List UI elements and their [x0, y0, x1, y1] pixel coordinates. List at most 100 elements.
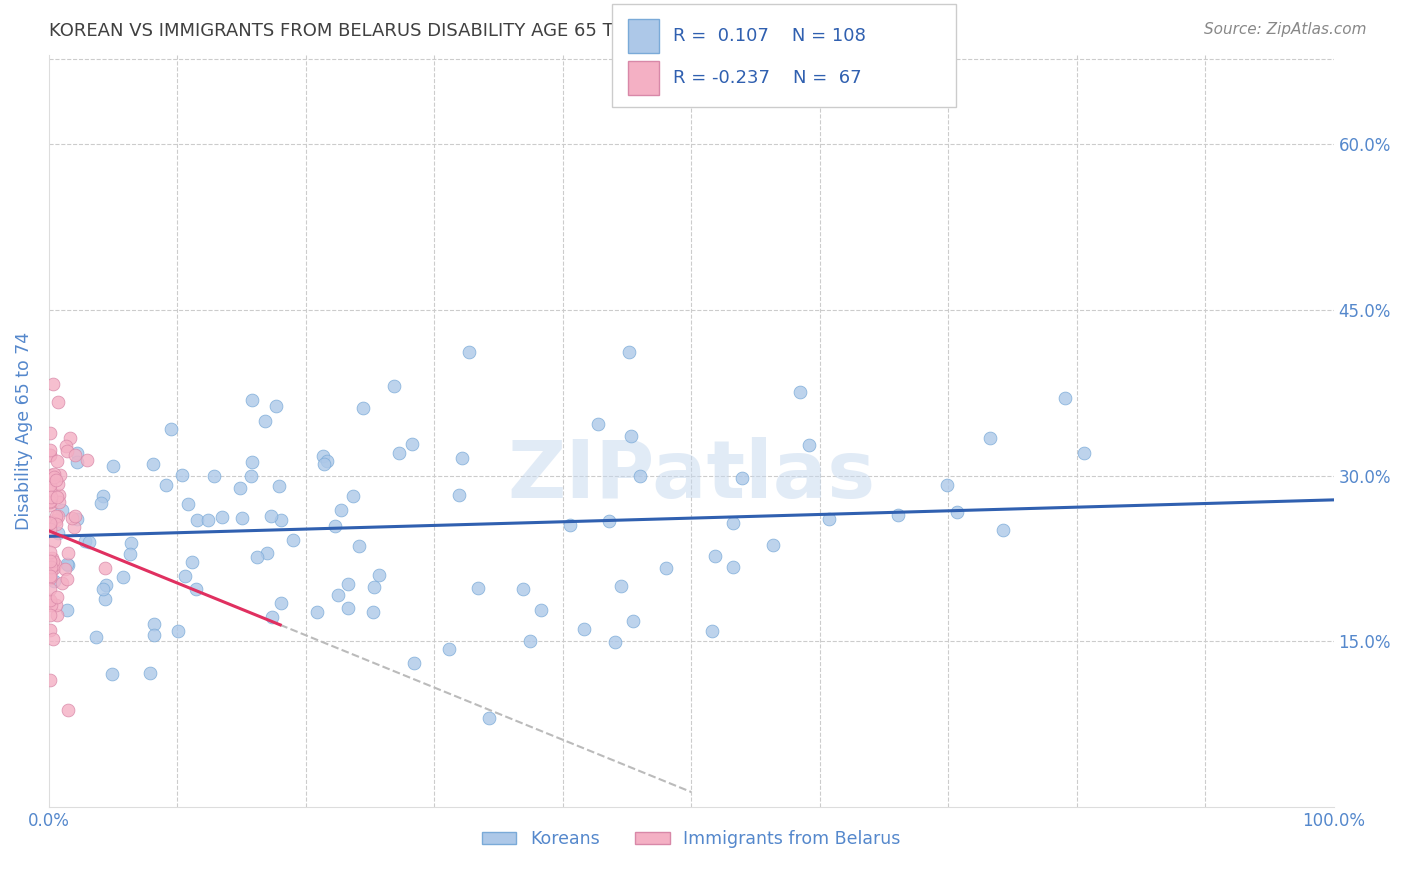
Point — [39, 443, 62, 458]
Point — [91, 582, 114, 597]
Point — [789, 385, 811, 400]
Point — [560, 517, 582, 532]
Point — [281, 533, 304, 547]
Point — [704, 549, 727, 564]
Point — [79, 535, 101, 549]
Point — [211, 509, 233, 524]
Point — [101, 459, 124, 474]
Point — [936, 478, 959, 492]
Point — [91, 490, 114, 504]
Point — [363, 580, 385, 594]
Point — [202, 469, 225, 483]
Point — [655, 561, 678, 575]
Point — [240, 393, 263, 408]
Point — [39, 673, 62, 687]
Point — [39, 516, 62, 531]
Point — [76, 452, 98, 467]
Point — [316, 454, 339, 468]
Point — [39, 544, 62, 558]
Point — [337, 600, 360, 615]
Point — [41, 550, 63, 565]
Point — [58, 558, 80, 573]
Point — [39, 448, 62, 462]
Point — [246, 549, 269, 564]
Point — [260, 508, 283, 523]
Point — [39, 564, 62, 578]
Point — [46, 476, 69, 491]
Point — [46, 608, 69, 623]
Point — [39, 570, 62, 584]
Text: ZIPatlas: ZIPatlas — [508, 437, 876, 516]
Point — [56, 444, 79, 458]
Point — [42, 561, 65, 575]
Point — [42, 467, 65, 481]
Point — [142, 616, 165, 631]
Point — [449, 488, 471, 502]
Point — [731, 471, 754, 485]
Point — [229, 481, 252, 495]
Point — [75, 533, 97, 548]
Point — [49, 467, 72, 482]
Point — [45, 516, 67, 531]
Point — [45, 474, 67, 488]
Point — [382, 379, 405, 393]
Point — [197, 513, 219, 527]
Point — [143, 628, 166, 642]
Point — [94, 577, 117, 591]
Point — [39, 425, 62, 440]
Point — [512, 582, 534, 596]
Point — [39, 483, 62, 497]
Point — [349, 539, 371, 553]
Point — [329, 503, 352, 517]
Text: Source: ZipAtlas.com: Source: ZipAtlas.com — [1204, 22, 1367, 37]
Point — [467, 581, 489, 595]
Point — [1053, 391, 1076, 405]
Point — [94, 592, 117, 607]
Point — [610, 579, 633, 593]
Point — [450, 450, 472, 465]
Point — [270, 513, 292, 527]
Point — [586, 417, 609, 431]
Point — [42, 377, 65, 392]
Point — [39, 493, 62, 508]
Point — [44, 574, 66, 589]
Point — [100, 666, 122, 681]
Point — [120, 547, 142, 561]
Point — [256, 546, 278, 560]
Point — [56, 572, 79, 586]
Point — [46, 395, 69, 409]
Point — [42, 533, 65, 548]
Point — [39, 582, 62, 596]
Point — [56, 546, 79, 560]
Point — [46, 491, 69, 505]
Point — [312, 458, 335, 472]
Point — [254, 413, 277, 427]
Point — [46, 526, 69, 541]
Point — [39, 560, 62, 574]
Point — [312, 449, 335, 463]
Point — [48, 488, 70, 502]
Point — [66, 455, 89, 469]
Point — [39, 571, 62, 585]
Point — [45, 513, 67, 527]
Point — [946, 505, 969, 519]
Text: R = -0.237    N =  67: R = -0.237 N = 67 — [673, 69, 862, 87]
Point — [439, 641, 461, 656]
Point — [352, 401, 374, 415]
Point — [39, 490, 62, 504]
Point — [53, 562, 76, 576]
Point — [44, 508, 66, 523]
Point — [59, 431, 82, 445]
Point — [66, 512, 89, 526]
Point — [174, 568, 197, 582]
Point — [388, 446, 411, 460]
Point — [90, 496, 112, 510]
Point — [799, 438, 821, 452]
Point — [155, 478, 177, 492]
Text: R =  0.107    N = 108: R = 0.107 N = 108 — [673, 27, 866, 45]
Point — [457, 345, 479, 359]
Point — [55, 439, 77, 453]
Point — [39, 522, 62, 536]
Point — [342, 489, 364, 503]
Point — [267, 479, 290, 493]
